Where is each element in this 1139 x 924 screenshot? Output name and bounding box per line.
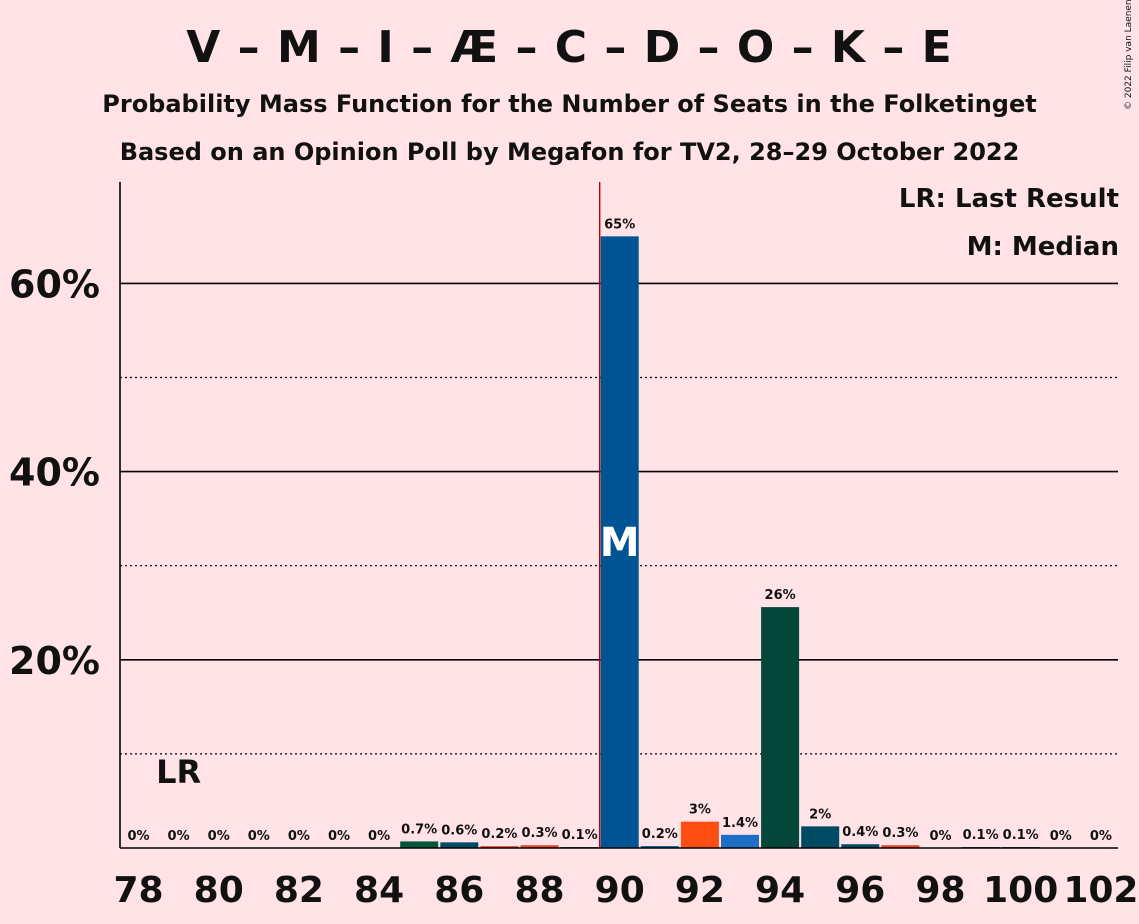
legend-last-result: LR: Last Result xyxy=(898,184,1119,214)
bar xyxy=(640,846,679,848)
x-tick-label: 78 xyxy=(113,870,163,911)
x-tick-label: 80 xyxy=(194,870,244,911)
bar xyxy=(440,842,479,848)
bar xyxy=(801,826,840,848)
x-tick-label: 90 xyxy=(595,870,645,911)
bar xyxy=(680,821,719,848)
data-label: 0% xyxy=(168,829,190,844)
y-tick-label: 20% xyxy=(9,639,100,683)
data-label: 0% xyxy=(929,829,951,844)
bar xyxy=(881,845,920,848)
chart-title: V – M – I – Æ – C – D – O – K – E xyxy=(186,22,953,73)
legend-median: M: Median xyxy=(966,232,1119,262)
data-label: 3% xyxy=(689,803,711,818)
y-tick-label: 60% xyxy=(9,262,100,306)
data-label: 0.1% xyxy=(963,828,999,843)
data-label: 0% xyxy=(368,829,390,844)
data-label: 0% xyxy=(1050,829,1072,844)
data-label: 0.6% xyxy=(441,823,477,838)
chart-source-subtitle: Based on an Opinion Poll by Megafon for … xyxy=(119,138,1020,166)
bar xyxy=(841,844,880,848)
data-label: 0.2% xyxy=(642,827,678,842)
x-tick-label: 94 xyxy=(755,870,805,911)
x-tick-label: 96 xyxy=(835,870,885,911)
x-tick-label: 102 xyxy=(1063,870,1138,911)
data-label: 0% xyxy=(1090,829,1112,844)
x-tick-label: 98 xyxy=(915,870,965,911)
bar xyxy=(721,834,759,848)
median-marker: M xyxy=(600,520,640,566)
data-label: 0.2% xyxy=(481,827,517,842)
bar xyxy=(761,607,800,848)
data-label: 0.3% xyxy=(521,826,557,841)
data-label: 0% xyxy=(288,829,310,844)
x-tick-label: 86 xyxy=(434,870,484,911)
data-label: 0% xyxy=(208,829,230,844)
x-tick-label: 92 xyxy=(675,870,725,911)
x-tick-label: 82 xyxy=(274,870,324,911)
last-result-marker: LR xyxy=(156,753,201,791)
data-label: 0.1% xyxy=(1003,828,1039,843)
x-tick-label: 100 xyxy=(983,870,1058,911)
x-tick-label: 88 xyxy=(514,870,564,911)
data-label: 0.3% xyxy=(882,826,918,841)
chart-subtitle: Probability Mass Function for the Number… xyxy=(102,90,1037,118)
data-label: 0% xyxy=(328,829,350,844)
data-label: 0.7% xyxy=(401,822,437,837)
data-label: 65% xyxy=(604,217,635,232)
y-tick-label: 40% xyxy=(9,451,100,495)
bar xyxy=(400,841,439,848)
data-label: 0% xyxy=(127,829,149,844)
data-label: 0% xyxy=(248,829,270,844)
bar xyxy=(600,236,639,849)
data-label: 1.4% xyxy=(722,816,758,831)
data-label: 0.1% xyxy=(562,828,598,843)
data-label: 26% xyxy=(765,588,796,603)
x-tick-label: 84 xyxy=(354,870,404,911)
data-label: 2% xyxy=(809,807,831,822)
bar xyxy=(480,846,519,848)
bar xyxy=(520,845,559,848)
data-label: 0.4% xyxy=(842,825,878,840)
